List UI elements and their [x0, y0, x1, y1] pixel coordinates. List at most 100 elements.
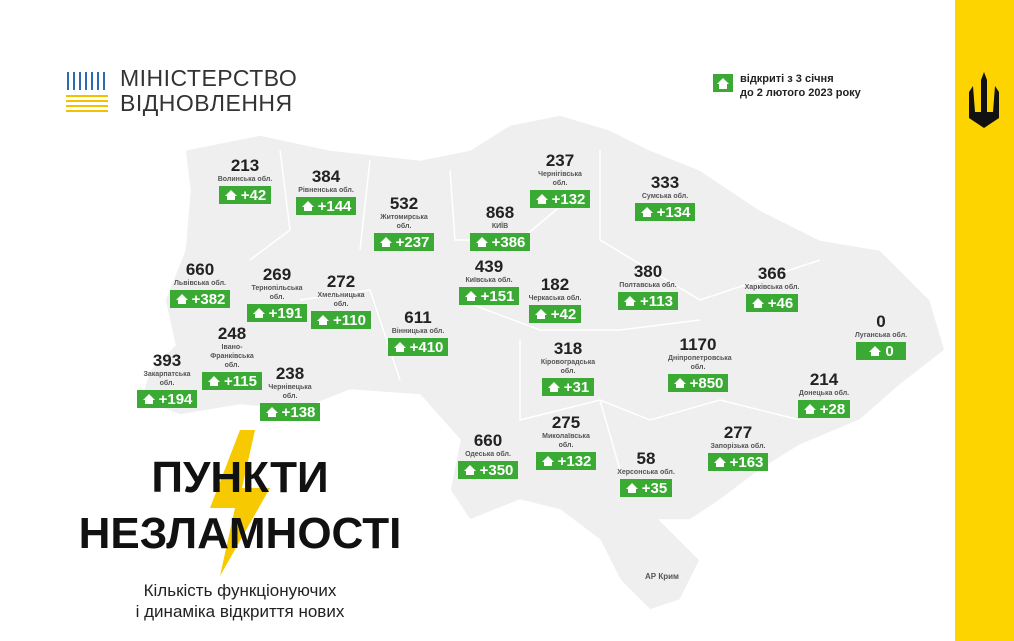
lightning — [210, 430, 270, 576]
house-icon — [640, 207, 653, 217]
region-name: Київська обл. — [465, 277, 513, 284]
region-added: +850 — [689, 374, 724, 392]
region-badge: +132 — [535, 452, 597, 470]
house-icon — [475, 237, 488, 247]
region-name: Рівненська обл. — [298, 187, 354, 194]
region-badge: +350 — [457, 461, 519, 479]
subtitle-line: і динаміка відкриття нових — [135, 602, 345, 621]
region-added: +134 — [656, 203, 691, 221]
title-line: НЕЗЛАМНОСТІ — [78, 509, 402, 558]
region: 58 Херсонська обл. +35 — [601, 450, 691, 499]
house-icon — [175, 294, 188, 304]
region-badge: +132 — [529, 190, 591, 208]
region-total: 384 — [311, 167, 341, 186]
region-added: +382 — [191, 290, 226, 308]
region-total: 393 — [152, 351, 182, 370]
title-line: ПУНКТИ — [151, 453, 329, 502]
region-name: Волинська обл. — [217, 176, 273, 183]
region-badge: +113 — [618, 292, 678, 310]
region-name: Черкаська обл. — [528, 295, 582, 302]
region-added: +410 — [409, 338, 444, 356]
trident — [969, 72, 999, 128]
crimea-label: АР Крим — [645, 572, 679, 581]
region: 333 Сумська обл. +134 — [620, 174, 710, 223]
region-total: 0 — [876, 312, 886, 331]
region: 238 Чернівецька обл. +138 — [245, 365, 335, 423]
region-badge: +46 — [745, 294, 799, 312]
region-badge: +138 — [259, 403, 321, 421]
house-icon — [317, 315, 330, 325]
region: 272 Хмельницька обл. +110 — [296, 273, 386, 331]
region-added: +151 — [480, 287, 515, 305]
region-added: +237 — [395, 233, 430, 251]
region-badge: +163 — [707, 453, 769, 471]
region-total: 333 — [650, 173, 680, 192]
region-added: +115 — [224, 372, 257, 390]
house-icon — [224, 190, 237, 200]
region: 384 Рівненська обл. +144 — [281, 168, 371, 217]
region-name: Миколаївська обл. — [542, 433, 590, 449]
region-badge: 0 — [856, 342, 906, 360]
region: 182 Черкаська обл. +42 — [510, 276, 600, 325]
region-total: 238 — [275, 364, 305, 383]
house-icon — [142, 394, 155, 404]
region-total: 660 — [473, 431, 503, 450]
region-total: 1170 — [679, 335, 717, 354]
region: 269 Тернопільська обл. +191 — [232, 266, 322, 324]
region-total: 277 — [723, 423, 753, 442]
region: 1170 Дніпропетровська обл. +850 — [653, 336, 743, 394]
region: 0 Луганська обл. 0 — [836, 313, 926, 362]
region-total: 237 — [545, 151, 575, 170]
region-badge: +194 — [136, 390, 198, 408]
region-added: +386 — [491, 233, 526, 251]
region: 366 Харківська обл. +46 — [727, 265, 817, 314]
region-badge: +28 — [797, 400, 851, 418]
region: 213 Волинська обл. +42 — [200, 157, 290, 206]
region: 237 Чернігівська обл. +132 — [515, 152, 605, 210]
house-icon — [547, 382, 560, 392]
region: 214 Донецька обл. +28 — [779, 371, 869, 420]
region-badge: +42 — [528, 305, 582, 323]
house-icon — [464, 291, 477, 301]
title: ПУНКТИ НЕЗЛАМНОСТІ — [60, 450, 420, 562]
house-icon — [534, 309, 547, 319]
house-icon — [208, 376, 221, 386]
region: 660 Львівська обл. +382 — [155, 261, 245, 310]
region-badge: +382 — [169, 290, 231, 308]
region-name: Закарпатська обл. — [143, 371, 191, 387]
legend-text: відкриті з 3 січня до 2 лютого 2023 року — [740, 72, 861, 100]
region-badge: +237 — [373, 233, 435, 251]
house-icon — [393, 342, 406, 352]
house-icon — [625, 483, 638, 493]
house-icon — [869, 346, 882, 356]
region-name: Чернігівська обл. — [538, 171, 582, 187]
region-badge: +850 — [667, 374, 729, 392]
region-total: 248 — [217, 324, 247, 343]
region-total: 318 — [553, 339, 583, 358]
house-icon — [535, 194, 548, 204]
subtitle: Кількість функціонуючих і динаміка відкр… — [80, 580, 400, 622]
region-added: +42 — [240, 186, 267, 204]
region-badge: +151 — [458, 287, 520, 305]
region-name: Тернопільська обл. — [251, 285, 303, 301]
region-total: 182 — [540, 275, 570, 294]
region: 248 Івано-Франківська обл. +115 — [187, 325, 277, 392]
region-badge: +42 — [218, 186, 272, 204]
logo-line: ВІДНОВЛЕННЯ — [120, 90, 293, 116]
region-badge: +386 — [469, 233, 531, 251]
logo-line: МІНІСТЕРСТВО — [120, 65, 298, 91]
region: 275 Миколаївська обл. +132 — [521, 414, 611, 472]
region-name: Сумська обл. — [641, 193, 689, 200]
house-icon — [751, 298, 764, 308]
region-name: Херсонська обл. — [617, 469, 675, 476]
region-added: +28 — [819, 400, 846, 418]
region-name: Одеська обл. — [465, 451, 511, 458]
region-added: +132 — [551, 190, 586, 208]
region-added: +194 — [158, 390, 193, 408]
region-total: 611 — [404, 308, 432, 327]
region: 439 Київська обл. +151 — [444, 258, 534, 307]
region-total: 272 — [326, 272, 356, 291]
region-total: 269 — [262, 265, 292, 284]
region: 868 КИЇВ +386 — [455, 204, 545, 253]
